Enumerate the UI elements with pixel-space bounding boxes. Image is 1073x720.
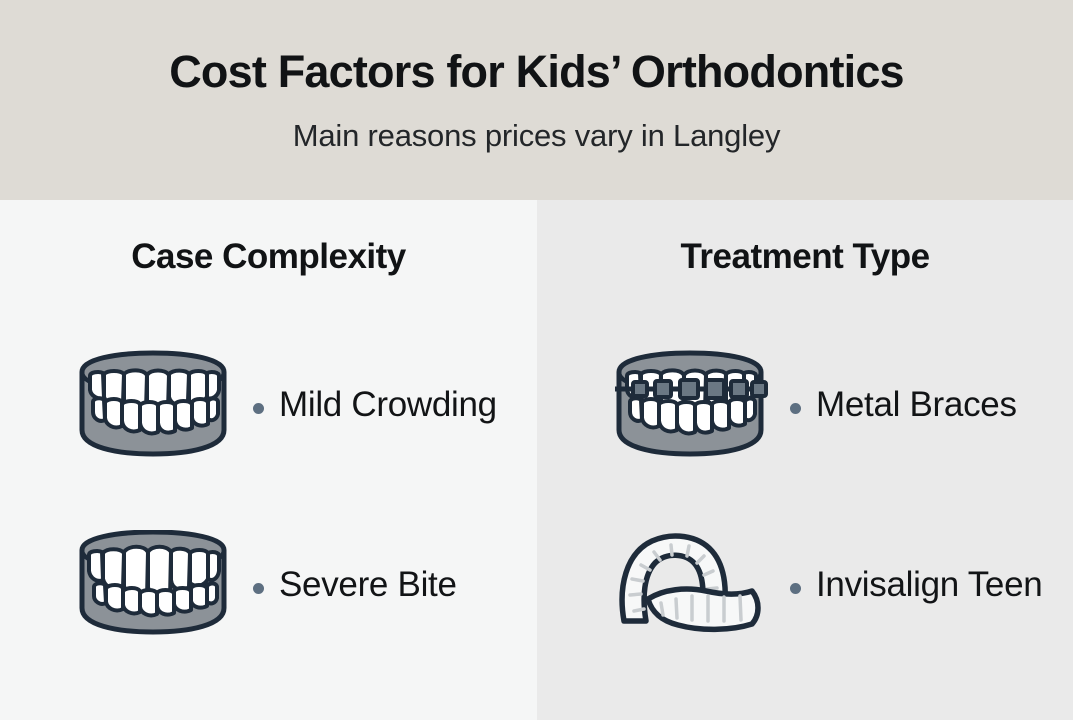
column-title-case-complexity: Case Complexity <box>131 237 406 276</box>
teeth-severe-bite-icon <box>60 530 245 640</box>
list-item-label: Metal Braces <box>816 384 1017 424</box>
list-item-text: Mild Crowding <box>253 383 497 428</box>
list-item-label: Severe Bite <box>279 564 457 604</box>
list-item-text: Metal Braces <box>790 383 1017 428</box>
column-treatment-type: Treatment Type <box>537 200 1073 720</box>
case-complexity-list: Mild Crowding <box>0 330 537 660</box>
column-title-treatment-type: Treatment Type <box>680 237 930 276</box>
column-case-complexity: Case Complexity <box>0 200 537 720</box>
list-item-text: Invisalign Teen <box>790 563 1043 608</box>
clear-aligner-trays-icon <box>597 525 782 645</box>
list-item-label: Mild Crowding <box>279 384 497 424</box>
list-item: Metal Braces <box>537 330 1073 480</box>
list-item: Mild Crowding <box>0 330 537 480</box>
bullet-dot-icon <box>790 582 801 594</box>
list-item: Invisalign Teen <box>537 510 1073 660</box>
page-subtitle: Main reasons prices vary in Langley <box>292 118 781 153</box>
bullet-dot-icon <box>253 402 264 414</box>
bullet-dot-icon <box>253 582 264 594</box>
list-item: Severe Bite <box>0 510 537 660</box>
columns-container: Case Complexity <box>0 200 1073 720</box>
teeth-mild-crowding-icon <box>60 350 245 460</box>
header-band: Cost Factors for Kids’ Orthodontics Main… <box>0 0 1073 200</box>
bullet-dot-icon <box>790 402 801 414</box>
list-item-label: Invisalign Teen <box>816 564 1043 604</box>
treatment-type-list: Metal Braces <box>537 330 1073 660</box>
teeth-metal-braces-icon <box>597 350 782 460</box>
list-item-text: Severe Bite <box>253 563 457 608</box>
page-title: Cost Factors for Kids’ Orthodontics <box>169 46 904 97</box>
